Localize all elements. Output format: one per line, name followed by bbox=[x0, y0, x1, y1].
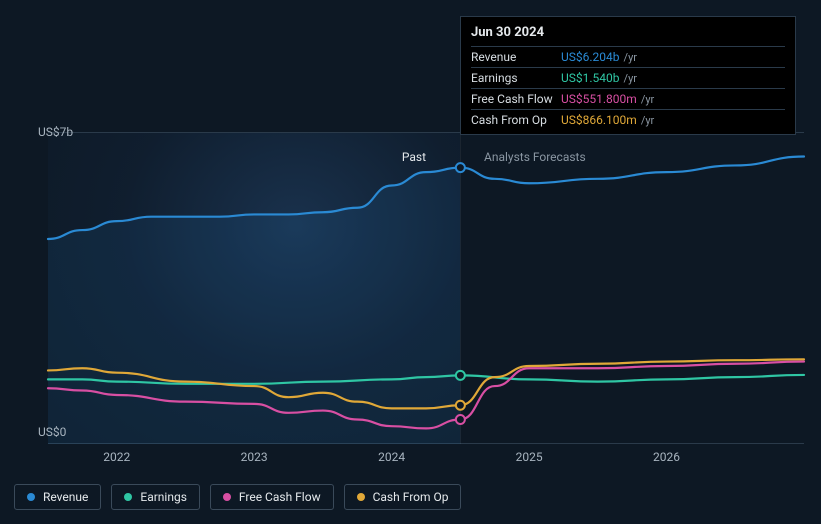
legend-dot bbox=[124, 493, 132, 501]
tooltip-row: EarningsUS$1.540b/yr bbox=[471, 67, 785, 88]
x-axis-label: 2022 bbox=[103, 450, 130, 464]
marker-revenue bbox=[456, 163, 465, 172]
tooltip-row-unit: /yr bbox=[641, 93, 654, 106]
tooltip-row: Free Cash FlowUS$551.800m/yr bbox=[471, 88, 785, 109]
legend-item-revenue[interactable]: Revenue bbox=[14, 484, 101, 510]
section-label-past: Past bbox=[402, 150, 426, 164]
marker-cfo bbox=[456, 401, 465, 410]
legend-dot bbox=[27, 493, 35, 501]
legend-dot bbox=[357, 493, 365, 501]
legend-dot bbox=[223, 493, 231, 501]
legend-label: Free Cash Flow bbox=[239, 490, 321, 504]
tooltip-row-value: US$866.100m bbox=[561, 113, 637, 127]
x-axis-label: 2024 bbox=[378, 450, 405, 464]
tooltip-row-label: Earnings bbox=[471, 71, 561, 85]
tooltip-title: Jun 30 2024 bbox=[471, 25, 785, 46]
y-axis-min-label: US$0 bbox=[38, 425, 66, 439]
tooltip-row-label: Free Cash Flow bbox=[471, 92, 561, 106]
tooltip-row-value: US$1.540b bbox=[561, 71, 620, 85]
legend-item-earnings[interactable]: Earnings bbox=[111, 484, 200, 510]
section-label-forecast: Analysts Forecasts bbox=[484, 150, 586, 164]
tooltip-row-value: US$6.204b bbox=[561, 50, 620, 64]
tooltip-row-unit: /yr bbox=[641, 114, 654, 127]
tooltip-row-value: US$551.800m bbox=[561, 92, 637, 106]
legend-label: Earnings bbox=[140, 490, 187, 504]
tooltip-row-label: Revenue bbox=[471, 50, 561, 64]
x-axis-label: 2023 bbox=[241, 450, 268, 464]
tooltip-row: Cash From OpUS$866.100m/yr bbox=[471, 109, 785, 130]
y-axis-max-label: US$7b bbox=[38, 125, 73, 139]
revenue-area bbox=[48, 168, 460, 444]
legend-item-cash-from-op[interactable]: Cash From Op bbox=[344, 484, 462, 510]
legend-label: Revenue bbox=[43, 490, 88, 504]
marker-fcf bbox=[456, 415, 465, 424]
legend-label: Cash From Op bbox=[373, 490, 449, 504]
legend: Revenue Earnings Free Cash Flow Cash From O… bbox=[14, 484, 461, 510]
x-axis-label: 2025 bbox=[516, 450, 543, 464]
chart-svg bbox=[48, 132, 804, 444]
tooltip-row-unit: /yr bbox=[624, 72, 637, 85]
tooltip-row-unit: /yr bbox=[624, 51, 637, 64]
tooltip: Jun 30 2024 RevenueUS$6.204b/yrEarningsU… bbox=[460, 16, 796, 135]
marker-earnings bbox=[456, 371, 465, 380]
legend-item-free-cash-flow[interactable]: Free Cash Flow bbox=[210, 484, 334, 510]
x-axis-label: 2026 bbox=[653, 450, 680, 464]
tooltip-row: RevenueUS$6.204b/yr bbox=[471, 46, 785, 67]
tooltip-row-label: Cash From Op bbox=[471, 113, 561, 127]
